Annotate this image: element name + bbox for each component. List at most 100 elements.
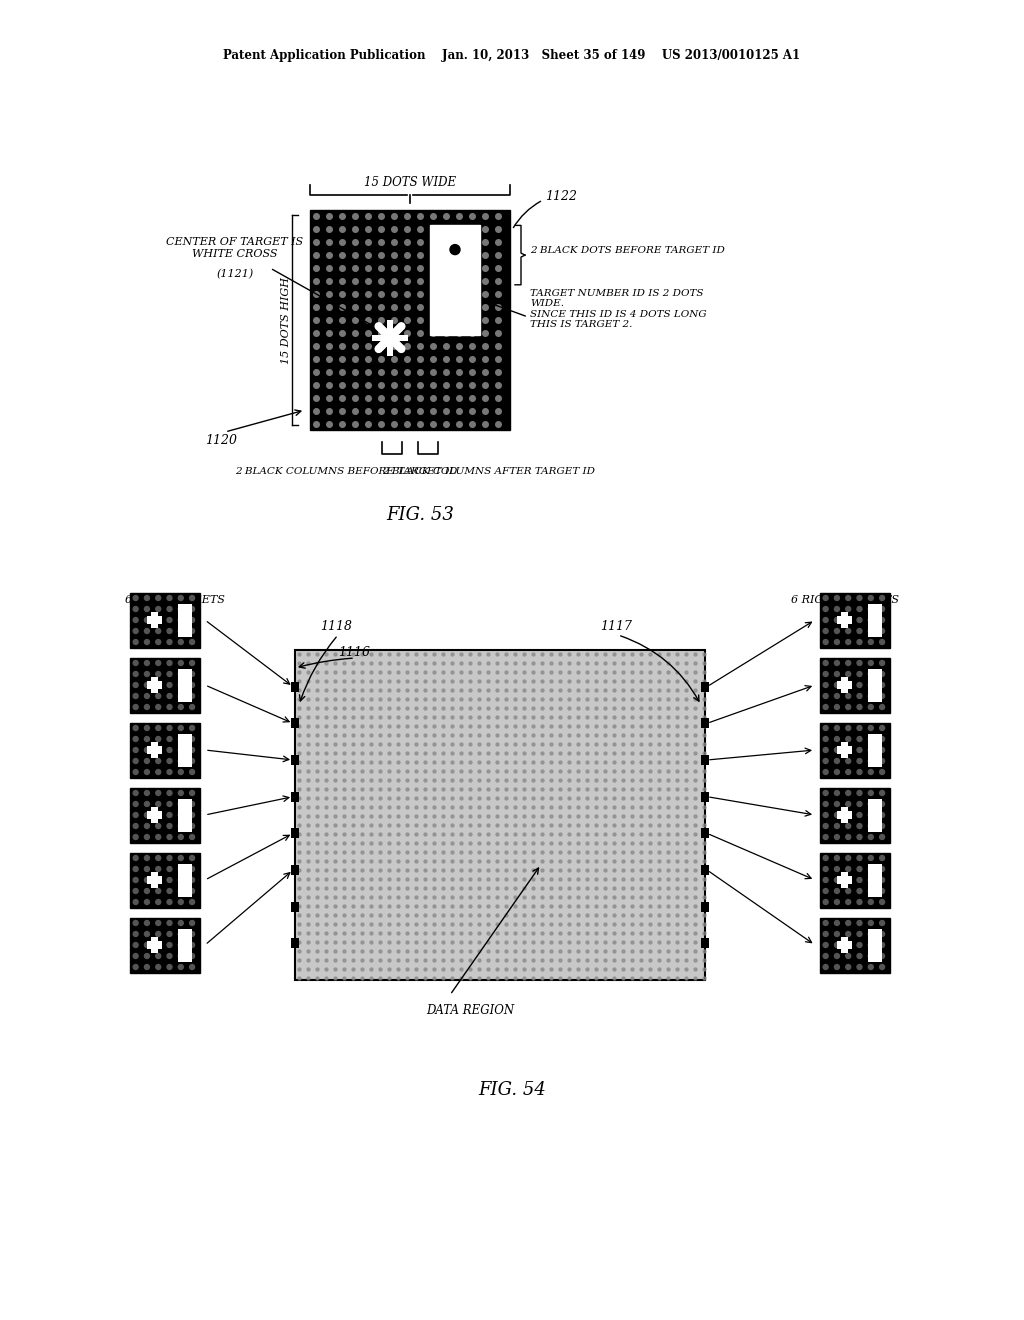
Circle shape [316, 950, 319, 953]
Circle shape [631, 977, 634, 979]
Circle shape [568, 851, 571, 854]
Circle shape [189, 824, 195, 829]
Circle shape [550, 779, 553, 781]
Circle shape [189, 770, 195, 775]
Circle shape [658, 824, 662, 828]
Circle shape [487, 960, 490, 962]
Circle shape [640, 663, 643, 665]
Circle shape [167, 932, 172, 936]
Circle shape [496, 878, 499, 880]
Circle shape [352, 370, 358, 375]
Circle shape [649, 689, 652, 692]
Circle shape [586, 814, 589, 818]
Circle shape [460, 680, 463, 682]
Circle shape [846, 618, 851, 623]
Circle shape [541, 788, 544, 791]
Circle shape [550, 851, 553, 854]
Circle shape [640, 887, 643, 890]
Circle shape [388, 833, 391, 836]
Circle shape [523, 941, 526, 944]
Circle shape [622, 851, 625, 854]
Circle shape [523, 734, 526, 737]
Circle shape [568, 941, 571, 944]
Circle shape [298, 797, 301, 800]
Circle shape [640, 977, 643, 979]
Circle shape [397, 824, 400, 828]
Circle shape [379, 913, 382, 917]
Circle shape [649, 833, 652, 836]
Circle shape [541, 653, 544, 656]
Circle shape [451, 851, 454, 854]
Circle shape [178, 705, 183, 709]
Circle shape [451, 770, 454, 774]
Circle shape [505, 689, 508, 692]
Circle shape [307, 977, 310, 979]
Circle shape [307, 896, 310, 899]
Circle shape [384, 337, 391, 345]
Circle shape [433, 689, 436, 692]
Circle shape [352, 383, 358, 388]
Circle shape [622, 663, 625, 665]
Circle shape [380, 341, 387, 347]
Circle shape [631, 708, 634, 710]
Circle shape [361, 977, 364, 979]
Circle shape [676, 770, 679, 774]
Circle shape [550, 842, 553, 845]
Circle shape [685, 752, 688, 755]
Circle shape [418, 227, 423, 232]
Circle shape [433, 923, 436, 927]
Circle shape [857, 953, 862, 958]
Circle shape [443, 214, 450, 219]
Circle shape [469, 833, 472, 836]
Circle shape [880, 618, 885, 623]
Circle shape [577, 878, 580, 880]
Circle shape [406, 715, 409, 719]
Circle shape [431, 343, 436, 350]
Circle shape [388, 807, 391, 809]
Circle shape [406, 833, 409, 836]
Circle shape [586, 851, 589, 854]
Circle shape [156, 920, 161, 925]
Circle shape [631, 797, 634, 800]
Circle shape [334, 833, 337, 836]
Circle shape [340, 343, 345, 350]
Circle shape [156, 932, 161, 936]
Circle shape [406, 788, 409, 791]
Circle shape [433, 896, 436, 899]
Circle shape [703, 680, 706, 682]
Circle shape [514, 770, 517, 774]
Circle shape [325, 708, 328, 710]
Circle shape [568, 932, 571, 935]
Circle shape [505, 653, 508, 656]
Circle shape [460, 861, 463, 863]
Circle shape [868, 606, 873, 611]
Circle shape [451, 869, 454, 873]
Circle shape [460, 814, 463, 818]
Circle shape [482, 383, 488, 388]
Circle shape [361, 708, 364, 710]
Circle shape [313, 383, 319, 388]
Circle shape [133, 932, 138, 936]
Circle shape [604, 807, 607, 809]
Circle shape [685, 977, 688, 979]
Circle shape [478, 770, 481, 774]
Circle shape [178, 878, 183, 883]
Circle shape [577, 762, 580, 764]
Circle shape [631, 941, 634, 944]
Circle shape [443, 265, 450, 272]
Circle shape [868, 888, 873, 894]
Circle shape [460, 671, 463, 675]
Circle shape [505, 950, 508, 953]
Circle shape [340, 396, 345, 401]
Circle shape [457, 292, 462, 297]
Circle shape [694, 752, 697, 755]
Circle shape [189, 705, 195, 709]
Circle shape [397, 671, 400, 675]
Circle shape [442, 977, 445, 979]
Circle shape [379, 851, 382, 854]
Circle shape [433, 932, 436, 935]
Circle shape [470, 214, 475, 219]
Circle shape [431, 421, 436, 428]
Circle shape [334, 680, 337, 682]
Circle shape [514, 824, 517, 828]
